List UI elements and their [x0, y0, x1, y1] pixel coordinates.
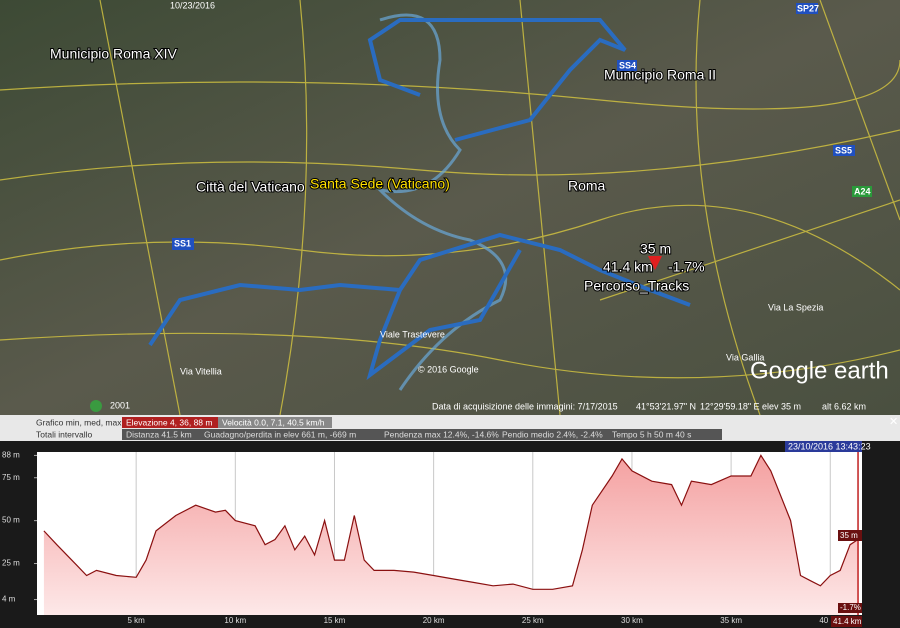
- x-tick-label: 25 km: [522, 616, 544, 625]
- x-tick-label: 10 km: [224, 616, 246, 625]
- stat: Pendenza max 12.4%, -14.6%: [384, 429, 499, 439]
- logo: Google earth: [750, 357, 889, 384]
- road-shield: SS5: [835, 145, 852, 155]
- satellite-map[interactable]: [0, 0, 900, 415]
- status-lat: 41°53'21.97" N: [636, 401, 696, 411]
- track-name: Percorso_Tracks: [584, 278, 689, 294]
- x-tick-label: 35 km: [720, 616, 742, 625]
- cursor-box: [838, 603, 862, 613]
- street-label: Viale Trastevere: [380, 329, 445, 339]
- y-tick-label: 50 m: [2, 516, 20, 525]
- y-tick-label: 88 m: [2, 451, 20, 460]
- shield: [833, 145, 855, 156]
- track-slope: -1.7%: [668, 259, 705, 275]
- x-tick-label: 30 km: [621, 616, 643, 625]
- x-tick-label: 15 km: [324, 616, 346, 625]
- shield: [172, 238, 194, 250]
- stat-title: Totali intervallo: [36, 429, 92, 439]
- stat: Tempo 5 h 50 m 40 s: [612, 429, 691, 439]
- close-button[interactable]: ✕: [889, 416, 898, 428]
- road-shield: SS4: [619, 60, 636, 70]
- stat-cell-selected[interactable]: [122, 417, 218, 428]
- status-elev: elev 35 m: [762, 401, 801, 411]
- cursor-box: [831, 616, 862, 627]
- river: [375, 13, 508, 391]
- place-label: Città del Vaticano: [196, 179, 305, 195]
- stat-cell[interactable]: [218, 417, 332, 428]
- stat[interactable]: Velocità 0.0, 7.1, 40.5 km/h: [222, 417, 325, 427]
- place-label: Roma: [568, 178, 606, 194]
- elevation-area: [43, 455, 859, 615]
- shield: [617, 60, 637, 71]
- x-tick-label: 5 km: [127, 616, 145, 625]
- road-shield: SS1: [174, 238, 191, 248]
- copyright: © 2016 Google: [418, 364, 479, 374]
- stat-row: [122, 429, 722, 440]
- date-stamp: 10/23/2016: [170, 0, 215, 10]
- history-icon[interactable]: [90, 400, 102, 412]
- shield: [796, 3, 818, 14]
- stat: Guadagno/perdita in elev 661 m, -669 m: [204, 429, 356, 439]
- stat: Pendio medio 2.4%, -2.4%: [502, 429, 603, 439]
- y-tick-label: 4 m: [2, 595, 16, 604]
- x-tick-label: 20 km: [423, 616, 445, 625]
- cursor-slope: -1.7%: [840, 603, 861, 612]
- road-shield: SP27: [797, 3, 819, 13]
- elevation-line: [43, 454, 859, 590]
- status-lon: 12°29'59.18" E: [700, 401, 760, 411]
- timestamp-box: [785, 441, 862, 452]
- status-alt: alt 6.62 km: [822, 401, 866, 411]
- street-label: Via La Spezia: [768, 302, 823, 312]
- street-label: Via Gallia: [726, 352, 764, 362]
- shield: [852, 186, 872, 197]
- position-marker: [648, 256, 662, 270]
- y-tick-label: 75 m: [2, 473, 20, 482]
- place-label: Municipio Roma XIV: [50, 46, 177, 62]
- stat-title: Grafico min, med, max: [36, 417, 122, 427]
- track-dist: 41.4 km: [603, 259, 653, 275]
- timestamp: 23/10/2016 13:43:23: [788, 441, 871, 451]
- status-acquisition: Data di acquisizione delle immagini: 7/1…: [432, 401, 618, 411]
- street-label: Via Vitellia: [180, 366, 222, 376]
- cursor-dist: 41.4 km: [833, 617, 862, 626]
- history-year: 2001: [110, 400, 130, 410]
- track-elev: 35 m: [640, 241, 671, 257]
- stat: Distanza 41.5 km: [126, 429, 192, 439]
- cursor-elev: 35 m: [840, 531, 858, 540]
- cursor-box: [838, 530, 862, 541]
- stat[interactable]: Elevazione 4, 36, 88 m: [126, 417, 212, 427]
- gps-track[interactable]: [148, 18, 691, 381]
- x-tick-label: 40 km: [819, 616, 841, 625]
- place-label: Santa Sede (Vaticano): [310, 176, 450, 192]
- y-tick-label: 25 m: [2, 559, 20, 568]
- road-shield: A24: [854, 186, 871, 196]
